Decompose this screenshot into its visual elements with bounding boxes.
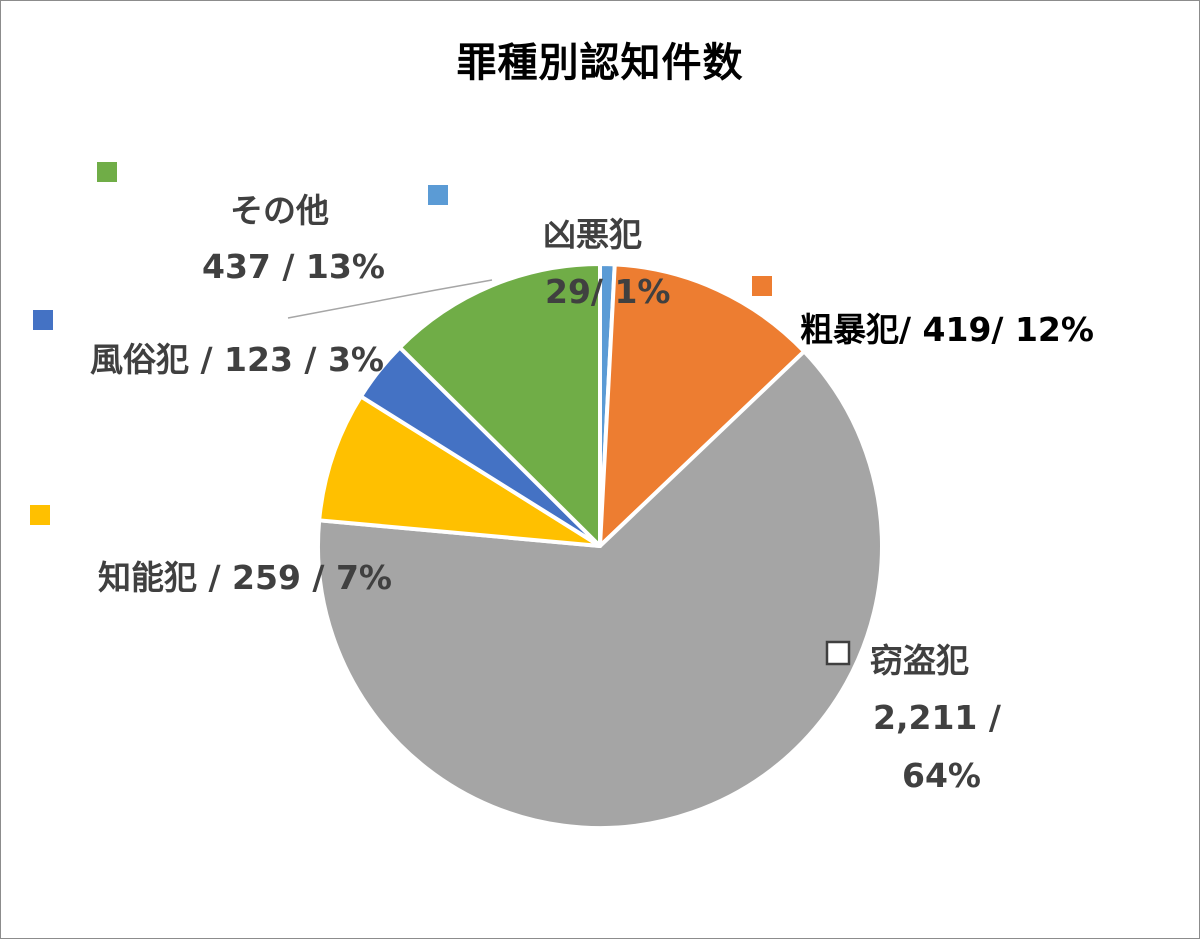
chart-title: 罪種別認知件数 [456, 40, 744, 86]
label-sonota-name: その他 [230, 191, 329, 230]
label-chino: 知能犯 / 259 / 7% [98, 558, 392, 597]
label-setto-name: 窃盗犯 [870, 641, 969, 680]
pie-slice-setto [316, 349, 884, 830]
pie-slice-sonota [397, 262, 602, 548]
sonota-leader-line [287, 279, 493, 319]
label-kyoaku-name: 凶悪犯 [543, 215, 642, 254]
legend-key-kyoaku [428, 185, 448, 205]
label-sobo: 粗暴犯/ 419/ 12% [800, 310, 1094, 349]
legend-key-fuzoku [33, 310, 53, 330]
legend-key-chino [30, 505, 50, 525]
pie-slices [316, 262, 884, 830]
label-fuzoku: 風俗犯 / 123 / 3% [90, 340, 384, 379]
legend-key-setto [825, 640, 851, 666]
pie-slice-sobo [598, 262, 807, 548]
label-sonota-value: 437 / 13% [202, 247, 385, 286]
label-setto-value: 2,211 / [873, 698, 1002, 737]
legend-key-sobo [752, 276, 772, 296]
label-setto-percent: 64% [902, 756, 981, 795]
pie-slice-chino [317, 394, 602, 548]
legend-key-sonota [97, 162, 117, 182]
label-kyoaku-value: 29/ 1% [545, 272, 671, 311]
